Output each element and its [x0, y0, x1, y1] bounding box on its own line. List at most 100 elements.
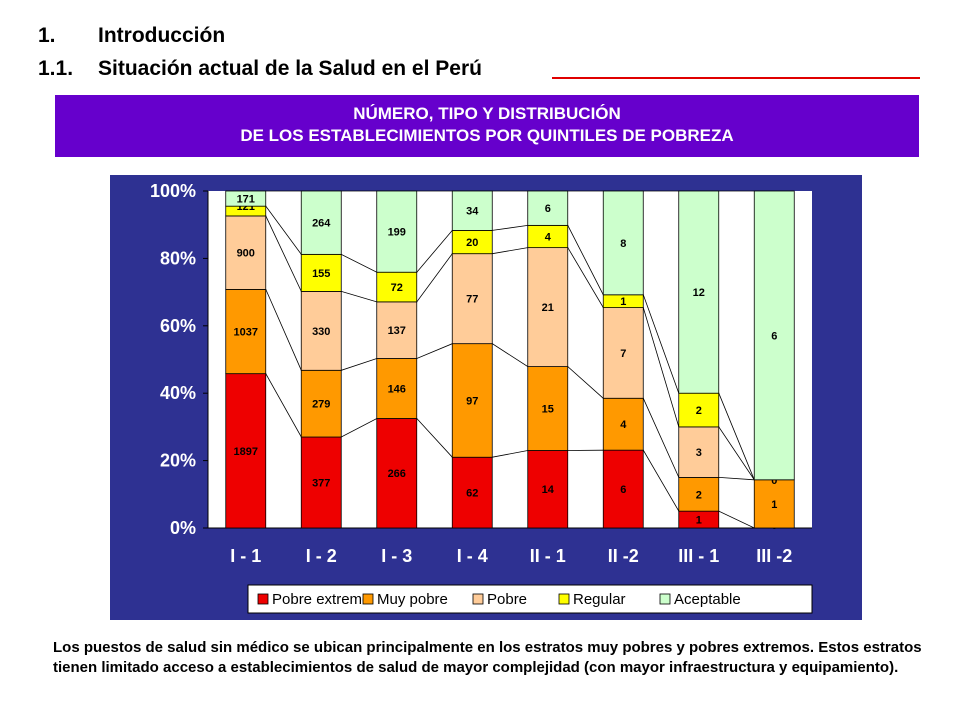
bar-value-label: 14 — [542, 484, 555, 496]
bar-value-label: 3 — [696, 447, 702, 459]
bar-value-label: 1 — [771, 499, 777, 511]
bar-value-label: 34 — [466, 206, 479, 218]
bar-segment — [753, 190, 795, 481]
subsection-number: 1.1. — [38, 57, 74, 80]
bar-value-label: 1 — [620, 296, 626, 308]
bar-value-label: 15 — [542, 404, 554, 416]
legend-box — [247, 584, 813, 614]
section-number: 1. — [38, 24, 56, 47]
bar-value-label: 6 — [545, 203, 551, 215]
bar-value-label: 77 — [466, 294, 478, 306]
x-tick-label: II - 1 — [530, 546, 566, 566]
bar-segment — [451, 343, 493, 458]
bar-segment — [300, 436, 342, 529]
legend-swatch — [362, 593, 374, 605]
bar-value-label: 8 — [620, 238, 626, 250]
bar-value-label: 21 — [542, 302, 554, 314]
banner-line-1: NÚMERO, TIPO Y DISTRIBUCIÓN — [353, 104, 621, 123]
chart-banner: NÚMERO, TIPO Y DISTRIBUCIÓN DE LOS ESTAB… — [55, 95, 919, 157]
bar-segment — [602, 190, 644, 296]
bar-segment — [527, 247, 569, 367]
bar-segment — [602, 397, 644, 451]
y-tick-label: 40% — [160, 383, 196, 403]
y-tick-label: 80% — [160, 248, 196, 268]
x-tick-label: III -2 — [756, 546, 792, 566]
legend-swatch — [659, 593, 671, 605]
chart-caption: Los puestos de salud sin médico se ubica… — [53, 639, 922, 676]
bar-segment — [602, 307, 644, 399]
bar-value-label: 6 — [771, 330, 777, 342]
bar-value-label: 20 — [466, 237, 478, 249]
bar-value-label: 146 — [388, 383, 406, 395]
legend-label: Pobre extremo — [272, 591, 370, 608]
bar-segment — [300, 253, 342, 292]
x-tick-label: I - 4 — [457, 546, 488, 566]
legend-swatch — [558, 593, 570, 605]
bar-segment — [300, 190, 342, 255]
bar-segment — [602, 449, 644, 529]
bar-value-label: 2 — [696, 489, 702, 501]
bar-segment — [678, 426, 720, 478]
bar-segment — [300, 369, 342, 438]
bar-segment — [527, 190, 569, 226]
bar-segment — [678, 190, 720, 394]
bar-segment — [527, 450, 569, 529]
subsection-heading: 1.1. Situación actual de la Salud en el P… — [38, 57, 482, 81]
bar-value-label: 171 — [237, 194, 255, 206]
bar-value-label: 279 — [312, 399, 330, 411]
bar-value-label: 0 — [771, 475, 777, 487]
legend-label: Aceptable — [674, 591, 741, 608]
bar-segment — [225, 215, 267, 290]
bar-value-label: 4 — [545, 231, 552, 243]
x-tick-label: I - 2 — [306, 546, 337, 566]
bar-segment — [451, 253, 493, 345]
bar-value-label: 330 — [312, 326, 330, 338]
subsection-title: Situación actual de la Salud en el Perú — [98, 57, 482, 80]
bar-value-label: 264 — [312, 218, 331, 230]
legend-label: Pobre — [487, 591, 527, 608]
bar-value-label: 72 — [391, 282, 403, 294]
bar-segment — [451, 456, 493, 529]
y-tick-label: 0% — [170, 518, 196, 538]
bar-value-label: 1 — [696, 515, 702, 527]
bar-value-label: 12 — [693, 287, 705, 299]
section-title: Introducción — [98, 24, 226, 47]
bar-segment — [376, 190, 418, 273]
bar-value-label: 2 — [696, 405, 702, 417]
x-tick-label: I - 3 — [381, 546, 412, 566]
section-heading: 1. Introducción — [38, 24, 225, 48]
x-tick-label: II -2 — [608, 546, 639, 566]
banner-line-2: DE LOS ESTABLECIMIENTOS POR QUINTILES DE… — [240, 126, 734, 145]
bar-value-label: 4 — [620, 419, 627, 431]
bar-value-label: 900 — [237, 248, 255, 260]
bar-segment — [300, 291, 342, 371]
bar-value-label: 155 — [312, 268, 330, 280]
y-tick-label: 100% — [150, 181, 196, 201]
bar-value-label: 1037 — [234, 327, 258, 339]
legend-swatch — [257, 593, 269, 605]
y-tick-label: 60% — [160, 316, 196, 336]
bar-value-label: 62 — [466, 488, 478, 500]
bar-segment — [225, 190, 267, 207]
bar-value-label: 266 — [388, 468, 406, 480]
title-underline-rule — [552, 77, 920, 79]
bar-value-label: 1897 — [234, 446, 258, 458]
bar-value-label: 7 — [620, 348, 626, 360]
bar-value-label: 6 — [620, 484, 626, 496]
bar-segment — [451, 190, 493, 231]
y-tick-label: 20% — [160, 451, 196, 471]
x-tick-label: III - 1 — [678, 546, 719, 566]
legend-label: Regular — [573, 591, 626, 608]
bar-segment — [527, 366, 569, 451]
bar-segment — [376, 418, 418, 529]
bar-segment — [753, 479, 795, 529]
x-tick-label: I - 1 — [230, 546, 261, 566]
legend-label: Muy pobre — [377, 591, 448, 608]
bar-segment — [225, 289, 267, 375]
bar-value-label: 97 — [466, 395, 478, 407]
bar-value-label: 199 — [388, 227, 406, 239]
bar-value-label: 377 — [312, 478, 330, 490]
bar-value-label: 137 — [388, 325, 406, 337]
legend-swatch — [472, 593, 484, 605]
